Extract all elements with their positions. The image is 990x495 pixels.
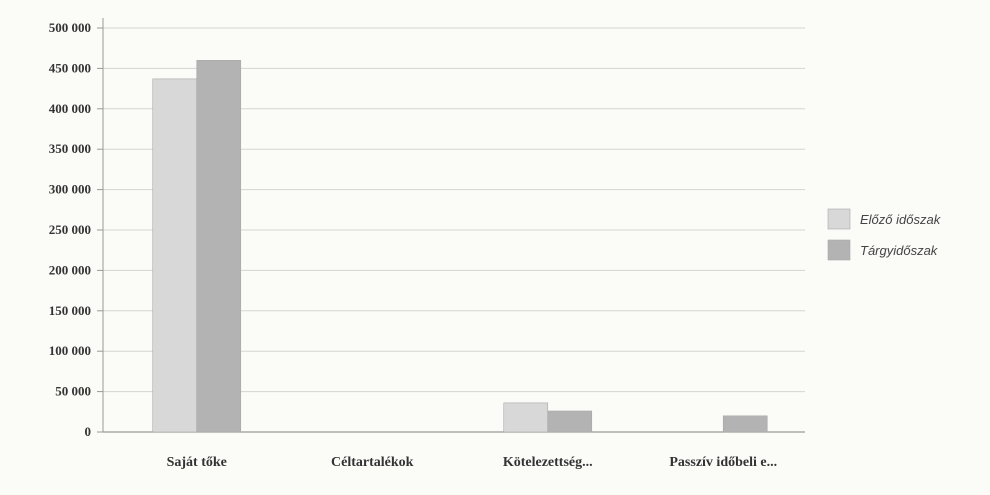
y-tick-label: 0 [85,424,92,439]
y-tick-label: 350 000 [49,141,91,156]
bar-current [547,410,593,433]
y-tick-label: 250 000 [49,222,91,237]
y-tick-label: 450 000 [49,60,91,75]
legend-swatch [827,239,851,261]
legend-label: Tárgyidőszak [860,243,939,258]
y-tick-label: 100 000 [49,343,91,358]
y-tick-label: 150 000 [49,303,91,318]
x-axis-labels: Saját tőke Céltartalékok Kötelezettség... P… [167,455,778,470]
legend: Előző időszak Tárgyidőszak [827,208,942,261]
y-tick-label: 50 000 [55,384,91,399]
x-tick-label: Kötelezettség... [503,455,593,470]
x-tick-label: Céltartalékok [331,455,414,470]
x-tick-label: Passzív időbeli e... [669,455,777,470]
bar-prev [503,402,549,433]
bars [152,60,768,433]
y-axis-ticks: 0 50 000 100 000 150 000 200 000 250 000 300 0… [49,20,103,439]
legend-swatch [827,208,851,230]
y-tick-label: 300 000 [49,182,91,197]
legend-label: Előző időszak [860,212,942,227]
x-tick-label: Saját tőke [167,455,227,470]
y-tick-label: 200 000 [49,262,91,277]
y-tick-label: 500 000 [49,20,91,35]
bar-current [196,60,242,433]
bar-current [722,415,768,433]
y-tick-label: 400 000 [49,101,91,116]
bar-prev [152,78,198,433]
